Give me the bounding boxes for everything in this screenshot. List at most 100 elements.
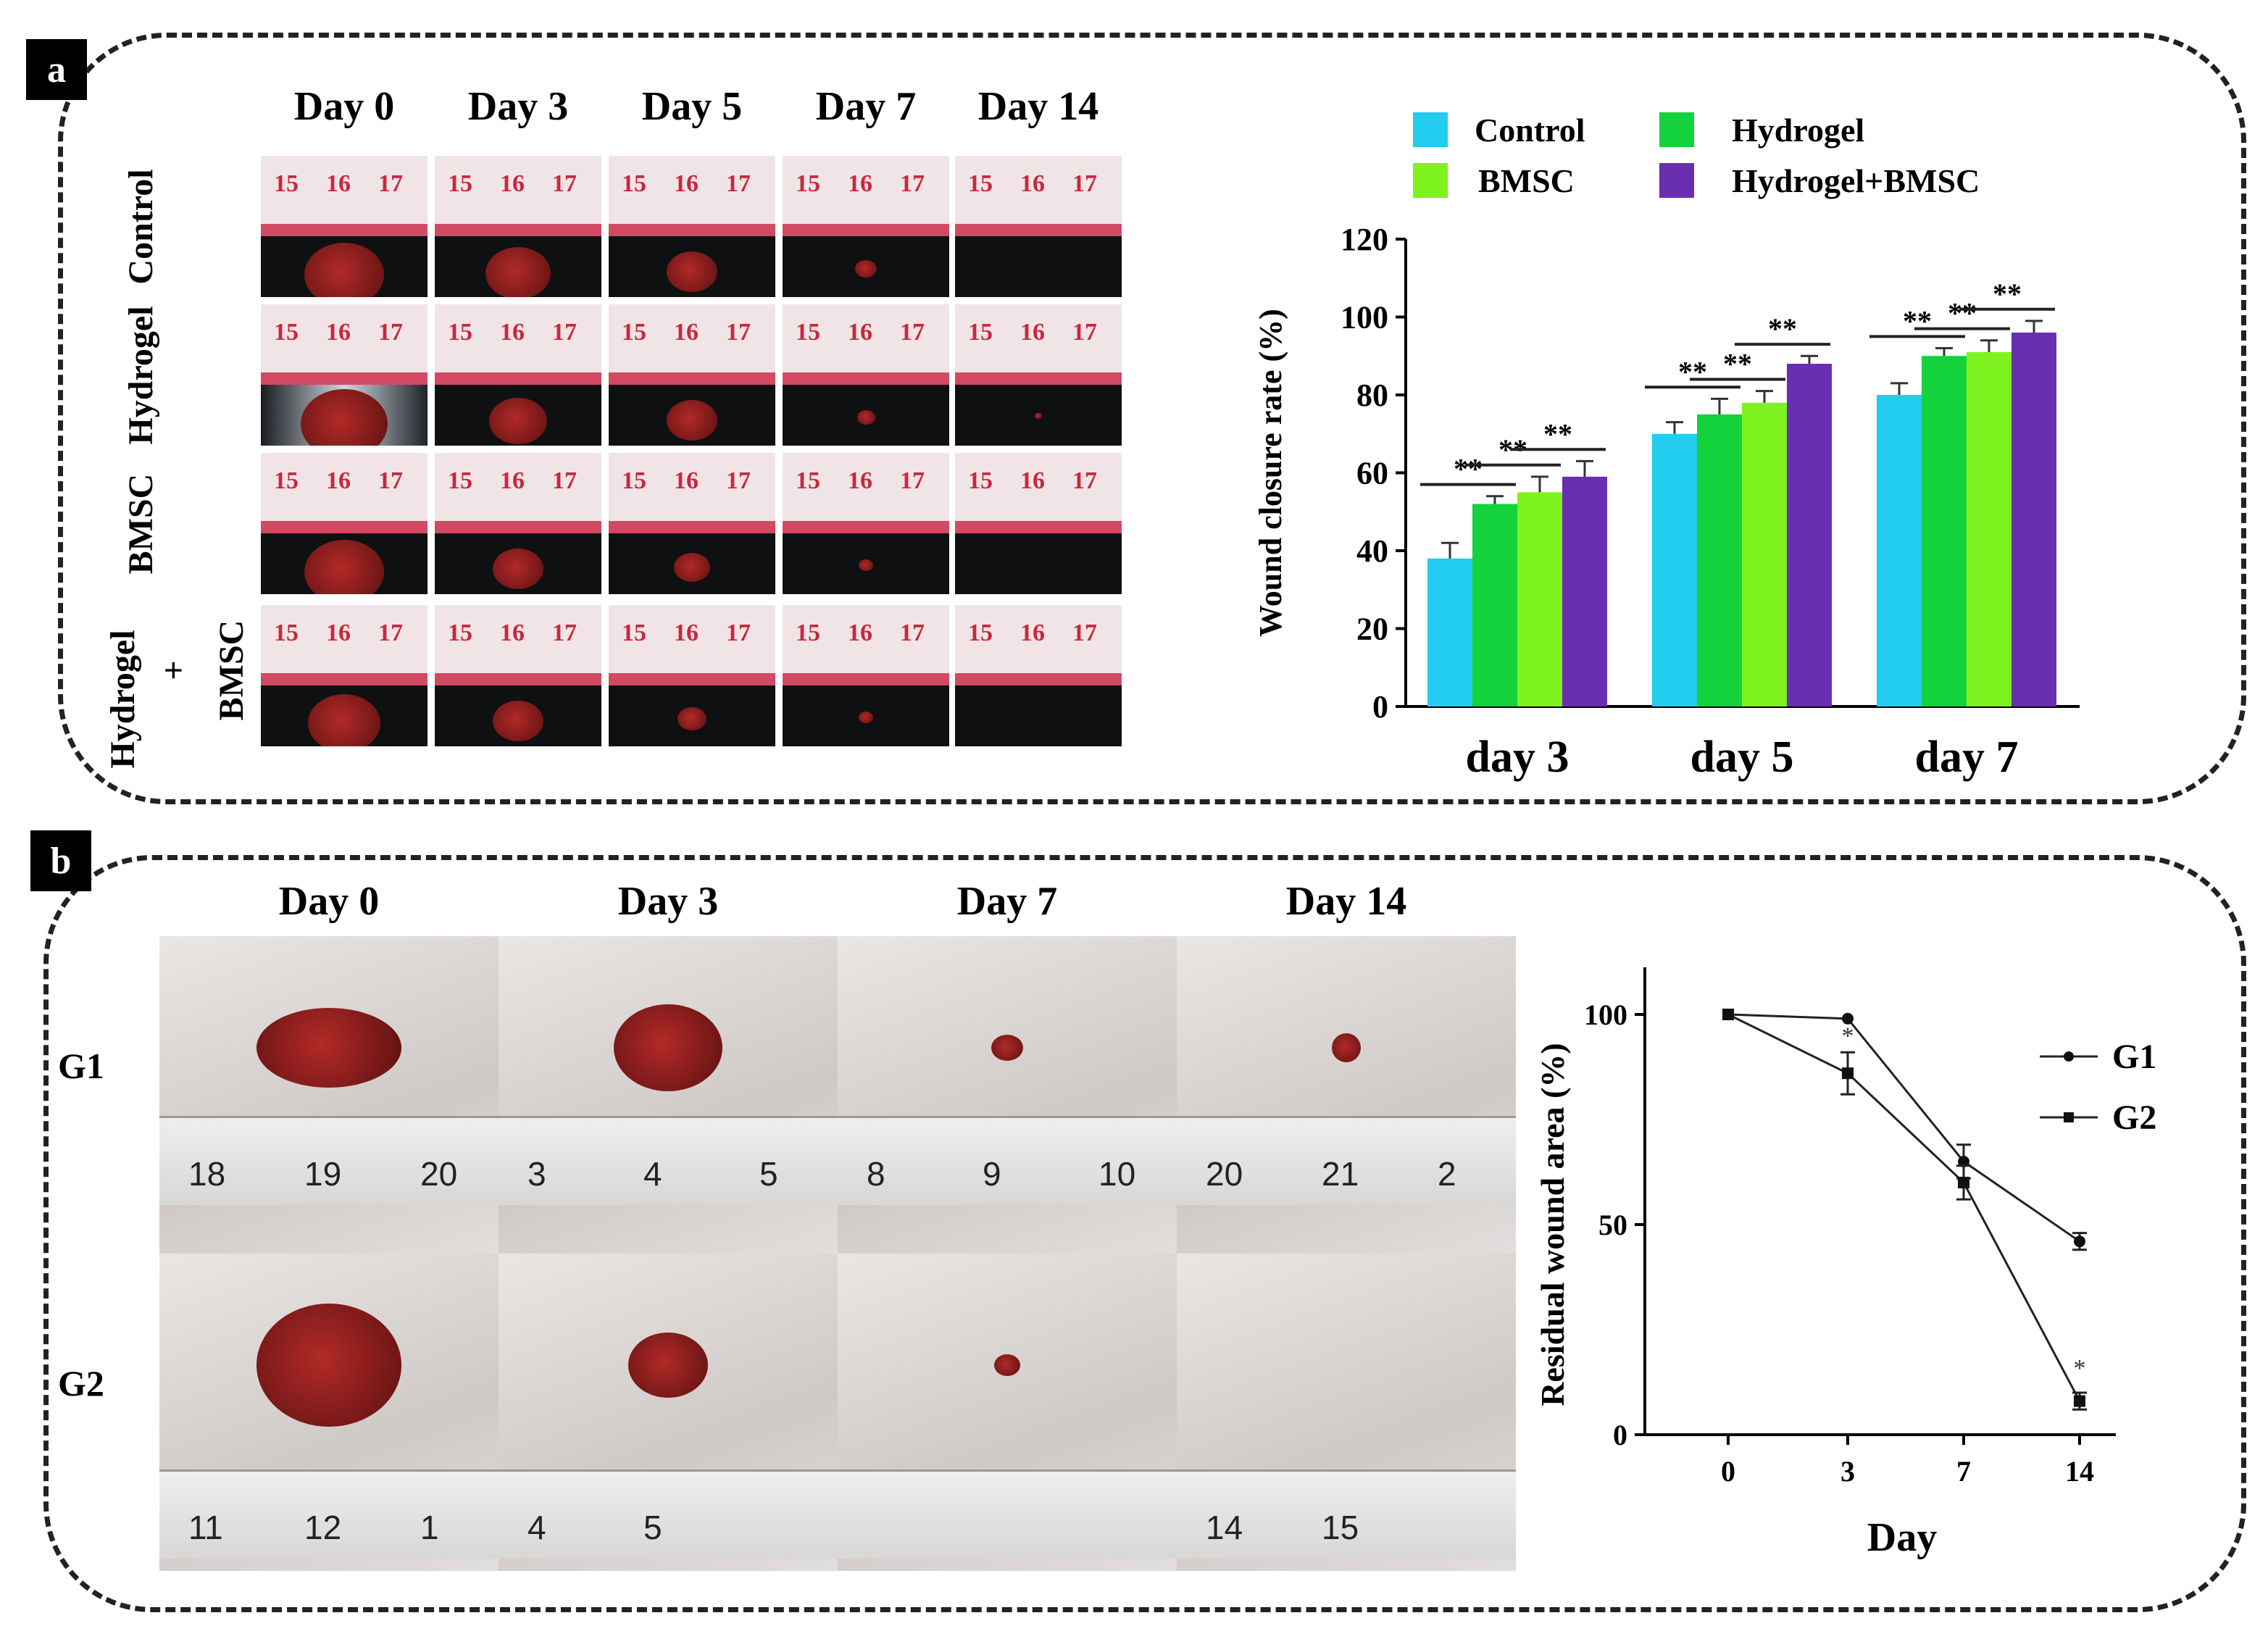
ruler-strip <box>435 453 601 521</box>
ruler-strip <box>609 156 775 224</box>
bar <box>1472 504 1517 706</box>
ruler-number: 15 <box>968 170 993 197</box>
ruler-number: 2 <box>1438 1155 1456 1193</box>
ruler: 11 12 1 <box>159 1469 499 1559</box>
panel-a-photo: 15 16 17 <box>435 453 601 594</box>
ruler-strip <box>955 605 1122 673</box>
ruler-number: 16 <box>848 170 872 197</box>
wound-spot <box>991 1035 1023 1061</box>
ruler-number: 17 <box>726 467 751 494</box>
ruler-red-band <box>955 223 1122 237</box>
skin-area <box>783 236 949 297</box>
ruler-number: 17 <box>900 619 925 646</box>
ruler-number: 16 <box>326 318 351 346</box>
ruler-number: 15 <box>274 170 299 197</box>
ruler-number: 20 <box>420 1155 458 1193</box>
ruler-strip <box>783 156 949 224</box>
ruler-number: 17 <box>726 318 751 346</box>
ruler-strip <box>435 304 601 372</box>
ruler-number: 17 <box>1072 467 1097 494</box>
significance-marker: ** <box>1454 453 1483 485</box>
ruler-red-band <box>261 520 428 534</box>
ruler-number: 15 <box>274 619 299 646</box>
legend-label: Hydrogel+BMSC <box>1732 162 1980 199</box>
skin-area <box>261 533 428 594</box>
panel-a-photo: 15 16 17 <box>609 304 775 446</box>
x-tick-label: 3 <box>1840 1455 1855 1488</box>
panel-a-day-header: Day 0 <box>293 84 395 129</box>
ruler-red-band <box>783 372 949 385</box>
ruler-number: 15 <box>448 467 472 494</box>
data-point-g1 <box>2074 1235 2085 1248</box>
ruler-number: 16 <box>674 619 699 646</box>
ruler-number: 16 <box>674 318 699 346</box>
x-axis-label: Day <box>1867 1515 1937 1560</box>
y-tick-label: 20 <box>1356 612 1388 647</box>
wound-spot <box>1332 1033 1361 1062</box>
wound-closure-bar-chart: Control Hydrogel BMSC Hydrogel+BMSC 0 20 40 60 8… <box>1253 112 2080 782</box>
ruler-number: 17 <box>552 170 577 197</box>
ruler-number: 17 <box>900 467 925 494</box>
panel-a-photo: 15 16 17 <box>783 156 949 297</box>
significance-marker: ** <box>1993 278 2022 310</box>
wound-spot <box>855 260 877 278</box>
ruler-red-band <box>261 372 428 385</box>
significance-marker: ** <box>1903 304 1932 337</box>
legend-marker <box>2064 1051 2074 1062</box>
ruler-number: 17 <box>900 170 925 197</box>
ruler-number: 17 <box>552 467 577 494</box>
panel-b-photo: 3 4 5 <box>499 936 838 1254</box>
panel-b-photo: 8 9 10 <box>838 936 1177 1254</box>
panel-a-photo: 15 16 17 <box>609 453 775 594</box>
ruler-red-band <box>435 372 601 385</box>
wound-spot <box>308 694 380 746</box>
ruler-red-band <box>435 520 601 534</box>
series-line-g2 <box>1727 1013 2081 1402</box>
ruler-strip <box>609 304 775 372</box>
panel-b-day-header: Day 3 <box>617 879 719 924</box>
ruler: 14 15 <box>1177 1469 1516 1559</box>
wound-spot <box>994 1354 1020 1376</box>
legend-label: Control <box>1475 112 1585 149</box>
ruler-number: 5 <box>759 1155 778 1193</box>
wound-spot <box>1035 413 1042 420</box>
ruler-red-band <box>955 520 1122 534</box>
wound-spot <box>859 559 873 572</box>
ruler-number: 8 <box>867 1155 885 1193</box>
ruler-number: 16 <box>500 467 525 494</box>
ruler-number: 15 <box>274 318 299 346</box>
data-point-g1 <box>1958 1156 1969 1167</box>
bar <box>1967 351 2011 706</box>
ruler-number: 16 <box>674 467 699 494</box>
skin-area <box>955 533 1122 594</box>
skin-area <box>609 685 775 746</box>
ruler-number: 15 <box>448 170 472 197</box>
ruler-number: 3 <box>528 1155 546 1193</box>
bar <box>1652 433 1697 706</box>
ruler-number: 16 <box>1020 318 1045 346</box>
bar <box>1562 476 1607 706</box>
legend-marker <box>2064 1112 2074 1122</box>
ruler-number: 17 <box>1072 619 1097 646</box>
ruler-number: 15 <box>622 467 646 494</box>
panel-a-photo: 15 16 17 <box>955 304 1122 446</box>
ruler-number: 17 <box>552 318 577 346</box>
panel-b-photo: 11 12 1 <box>159 1254 499 1571</box>
legend-swatch-control <box>1413 112 1448 147</box>
wound-spot <box>614 1004 722 1091</box>
ruler-number: 16 <box>326 467 351 494</box>
ruler-strip <box>783 453 949 521</box>
skin-area <box>955 685 1122 746</box>
y-axis-label: Residual wound area (%) <box>1534 1043 1571 1406</box>
y-tick-label: 40 <box>1356 533 1388 569</box>
panel-b-row-label: G1 <box>58 1046 104 1086</box>
y-tick-label: 0 <box>1372 689 1388 725</box>
panel-a-photo: 15 16 17 <box>955 453 1122 594</box>
ruler-number: 15 <box>622 318 646 346</box>
wound-spot <box>304 243 384 297</box>
wound-spot <box>485 247 551 297</box>
ruler-number: 19 <box>304 1155 342 1193</box>
ruler-strip <box>261 304 428 372</box>
